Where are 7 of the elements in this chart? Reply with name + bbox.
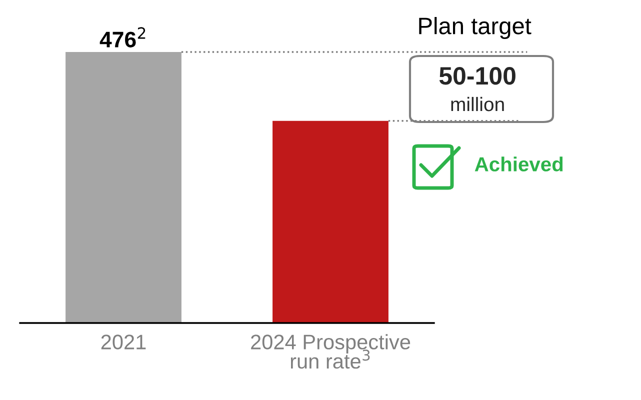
data-label: 476$^{2}$ (100, 27, 146, 48)
x-tick-label: 2024 Prospective run rate$^{3}$ (251, 334, 410, 369)
annotation: million (451, 96, 504, 112)
text: Plan target (419, 16, 532, 40)
annotation: 50-100 (439, 67, 516, 85)
annotation: Achieved (474, 156, 563, 172)
x-tick-label: 2021 (101, 334, 146, 350)
